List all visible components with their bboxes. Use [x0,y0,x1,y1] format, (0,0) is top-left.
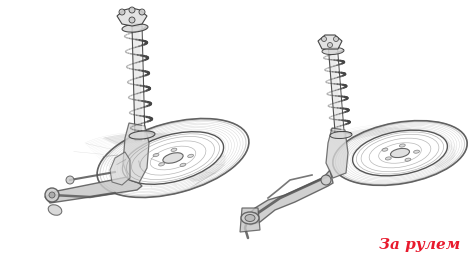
Polygon shape [132,26,145,140]
Polygon shape [326,128,348,178]
Circle shape [139,9,145,15]
Circle shape [334,36,338,41]
Ellipse shape [122,24,148,32]
Ellipse shape [353,130,447,176]
Polygon shape [248,170,333,225]
Ellipse shape [385,157,392,160]
Polygon shape [123,123,149,183]
Ellipse shape [122,132,224,184]
Ellipse shape [382,148,388,151]
Polygon shape [110,152,130,185]
Text: За рулем: За рулем [379,238,460,252]
Polygon shape [318,35,342,49]
Ellipse shape [129,131,155,139]
Ellipse shape [405,158,411,161]
Ellipse shape [330,132,352,139]
Circle shape [129,7,135,13]
Circle shape [129,17,135,23]
Ellipse shape [188,154,193,157]
Ellipse shape [171,148,177,151]
Ellipse shape [159,163,164,166]
Ellipse shape [153,154,159,157]
Ellipse shape [391,149,410,157]
Polygon shape [117,8,147,26]
Circle shape [328,42,332,47]
Circle shape [45,188,59,202]
Ellipse shape [163,153,183,163]
Ellipse shape [245,215,255,221]
Circle shape [119,9,125,15]
Ellipse shape [241,212,259,224]
Ellipse shape [400,144,405,147]
Ellipse shape [180,163,186,167]
Polygon shape [328,49,345,138]
Ellipse shape [48,205,62,215]
Circle shape [49,192,55,198]
Ellipse shape [414,150,419,153]
Circle shape [321,36,327,41]
Ellipse shape [322,47,344,54]
Polygon shape [240,208,260,232]
Polygon shape [45,176,142,203]
Circle shape [321,175,331,185]
Circle shape [66,176,74,184]
